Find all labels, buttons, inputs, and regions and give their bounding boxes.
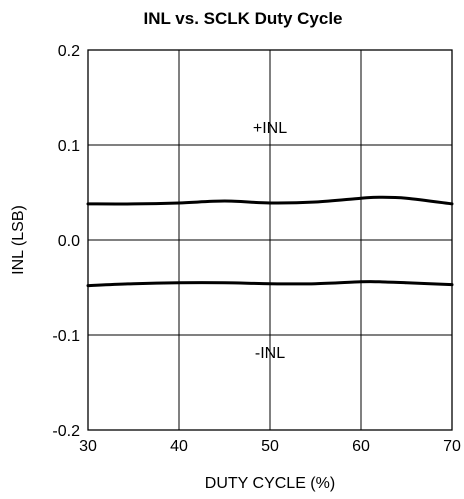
annotation-minus-inl: -INL: [255, 345, 285, 362]
x-tick-label: 50: [261, 438, 279, 455]
x-tick-labels: 30 40 50 60 70: [79, 438, 461, 455]
x-tick-label: 70: [443, 438, 461, 455]
y-tick-label: -0.2: [52, 423, 80, 440]
y-tick-label: -0.1: [52, 328, 80, 345]
grid-lines: [88, 50, 452, 430]
series-line-inl: [86, 280, 454, 288]
x-tick-label: 60: [352, 438, 370, 455]
series-line-inl: [86, 195, 454, 206]
series-group: [86, 195, 454, 288]
x-tick-label: 40: [170, 438, 188, 455]
x-axis-label: DUTY CYCLE (%): [205, 475, 335, 492]
y-tick-labels: -0.2 -0.1 0.0 0.1 0.2: [52, 43, 80, 440]
x-tick-label: 30: [79, 438, 97, 455]
y-tick-label: 0.2: [58, 43, 80, 60]
plot-frame: [87, 49, 453, 431]
chart-title: INL vs. SCLK Duty Cycle: [143, 9, 342, 28]
y-tick-label: 0.0: [58, 233, 80, 250]
annotation-plus-inl: +INL: [253, 120, 287, 137]
y-axis-label: INL (LSB): [10, 205, 27, 275]
y-tick-label: 0.1: [58, 138, 80, 155]
